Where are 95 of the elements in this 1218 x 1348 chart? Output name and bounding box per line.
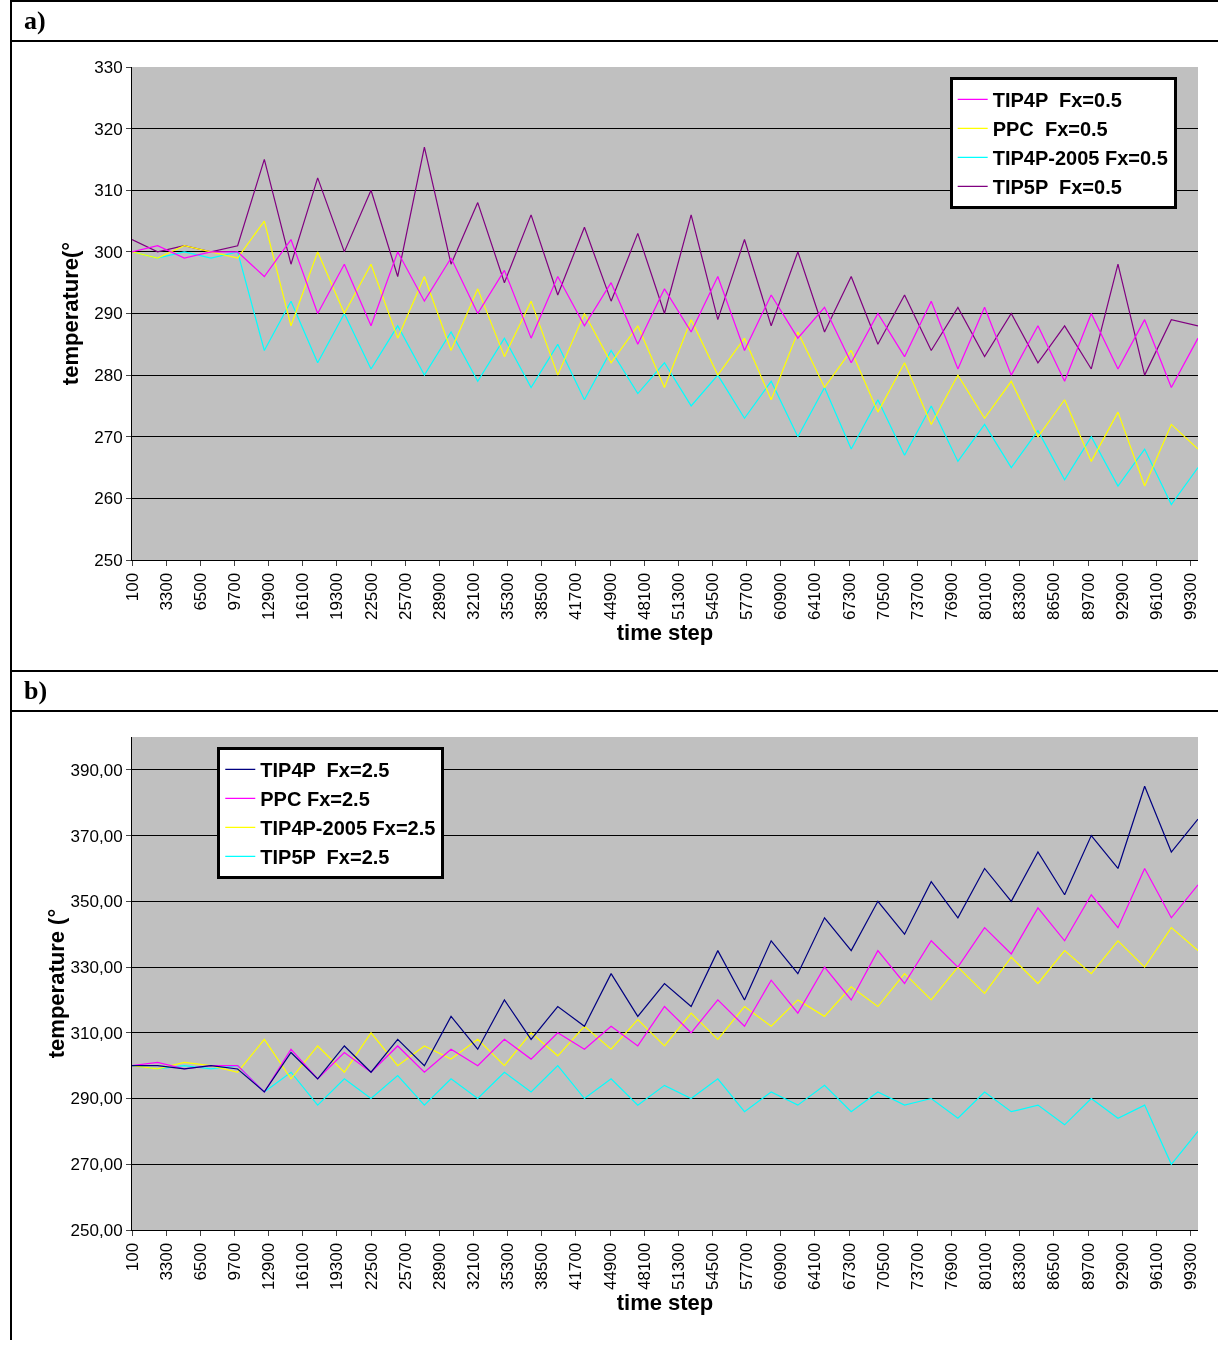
x-tick-label: 35300 (498, 572, 518, 621)
legend-label: TIP4P-2005 Fx=2.5 (260, 817, 436, 840)
x-tick-label: 54500 (703, 1242, 723, 1291)
x-axis-title: time step (616, 1290, 714, 1316)
x-tick-label: 89700 (1078, 1242, 1098, 1291)
x-tick-label: 70500 (873, 1242, 893, 1291)
x-tick-label: 96100 (1146, 572, 1166, 621)
x-tick-label: 6500 (190, 1242, 210, 1281)
x-tick-label: 9700 (224, 1242, 244, 1281)
x-tick-label: 86500 (1044, 1242, 1064, 1291)
x-tick-label: 89700 (1078, 572, 1098, 621)
legend-label: PPC Fx=0.5 (992, 118, 1108, 141)
x-tick-label: 76900 (942, 1242, 962, 1291)
x-tick-label: 92900 (1112, 1242, 1132, 1291)
y-tick-label: 270 (94, 427, 123, 447)
x-tick-label: 12900 (259, 572, 279, 621)
x-tick-label: 64100 (805, 572, 825, 621)
x-tick-label: 100 (122, 572, 142, 602)
y-tick-label: 320 (94, 119, 123, 139)
x-tick-label: 3300 (156, 1242, 176, 1281)
x-tick-label: 41700 (566, 1242, 586, 1291)
x-tick-label: 6500 (190, 572, 210, 611)
y-tick-label: 310 (94, 181, 123, 201)
legend-label: TIP5P Fx=2.5 (260, 846, 390, 869)
x-tick-label: 60900 (771, 572, 791, 621)
x-tick-label: 57700 (737, 1242, 757, 1291)
y-tick-label: 270,00 (70, 1155, 123, 1175)
x-tick-label: 25700 (395, 1242, 415, 1291)
y-tick-label: 390,00 (70, 760, 123, 780)
legend-label: TIP4P Fx=0.5 (992, 89, 1122, 112)
x-tick-label: 60900 (771, 1242, 791, 1291)
y-tick-label: 280 (94, 366, 123, 386)
x-tick-label: 99300 (1181, 572, 1201, 621)
x-tick-label: 44900 (600, 1242, 620, 1291)
x-tick-label: 22500 (361, 1242, 381, 1291)
y-tick-label: 310,00 (70, 1023, 123, 1043)
x-tick-label: 9700 (224, 572, 244, 611)
y-axis-title: temperature (° (43, 908, 69, 1059)
x-tick-label: 48100 (634, 572, 654, 621)
y-tick-label: 300 (94, 242, 123, 262)
x-tick-label: 80100 (976, 1242, 996, 1291)
chart-title: a) (12, 2, 1218, 42)
y-axis-title: temperature(° (58, 241, 83, 386)
x-tick-label: 67300 (839, 1242, 859, 1291)
x-tick-label: 86500 (1044, 572, 1064, 621)
x-tick-label: 41700 (566, 572, 586, 621)
x-tick-label: 35300 (498, 1242, 518, 1291)
y-tick-label: 290,00 (70, 1089, 123, 1109)
x-tick-label: 67300 (839, 572, 859, 621)
x-tick-label: 54500 (703, 572, 723, 621)
y-tick-label: 260 (94, 489, 123, 509)
x-tick-label: 16100 (293, 572, 313, 621)
x-tick-label: 96100 (1146, 1242, 1166, 1291)
y-tick-label: 330 (94, 57, 123, 77)
x-tick-label: 70500 (873, 572, 893, 621)
x-tick-label: 51300 (668, 572, 688, 621)
x-tick-label: 32100 (463, 1242, 483, 1291)
x-tick-label: 25700 (395, 572, 415, 621)
x-tick-label: 44900 (600, 572, 620, 621)
x-tick-label: 22500 (361, 572, 381, 621)
y-tick-label: 350,00 (70, 892, 123, 912)
x-tick-label: 92900 (1112, 572, 1132, 621)
legend-label: TIP4P Fx=2.5 (260, 759, 390, 782)
x-tick-label: 64100 (805, 1242, 825, 1291)
x-axis-title: time step (616, 620, 714, 646)
y-tick-label: 290 (94, 304, 123, 324)
x-tick-label: 32100 (463, 572, 483, 621)
x-tick-label: 80100 (976, 572, 996, 621)
x-tick-label: 73700 (907, 572, 927, 621)
y-tick-label: 330,00 (70, 958, 123, 978)
x-tick-label: 83300 (1010, 1242, 1030, 1291)
x-tick-label: 57700 (737, 572, 757, 621)
legend-label: TIP5P Fx=0.5 (992, 176, 1122, 199)
x-tick-label: 100 (122, 1242, 142, 1272)
legend-label: TIP4P-2005 Fx=0.5 (992, 147, 1168, 170)
y-tick-label: 250 (94, 550, 123, 570)
y-tick-label: 370,00 (70, 826, 123, 846)
x-tick-label: 16100 (293, 1242, 313, 1291)
x-tick-label: 48100 (634, 1242, 654, 1291)
x-tick-label: 76900 (942, 572, 962, 621)
x-tick-label: 19300 (327, 1242, 347, 1291)
x-tick-label: 12900 (259, 1242, 279, 1291)
x-tick-label: 28900 (429, 1242, 449, 1291)
x-tick-label: 3300 (156, 572, 176, 611)
legend-label: PPC Fx=2.5 (260, 788, 370, 811)
x-tick-label: 19300 (327, 572, 347, 621)
x-tick-label: 99300 (1181, 1242, 1201, 1291)
x-tick-label: 83300 (1010, 572, 1030, 621)
x-tick-label: 73700 (907, 1242, 927, 1291)
x-tick-label: 38500 (532, 1242, 552, 1291)
x-tick-label: 38500 (532, 572, 552, 621)
chart-title: b) (12, 672, 1218, 712)
y-tick-label: 250,00 (70, 1220, 123, 1240)
x-tick-label: 28900 (429, 572, 449, 621)
x-tick-label: 51300 (668, 1242, 688, 1291)
